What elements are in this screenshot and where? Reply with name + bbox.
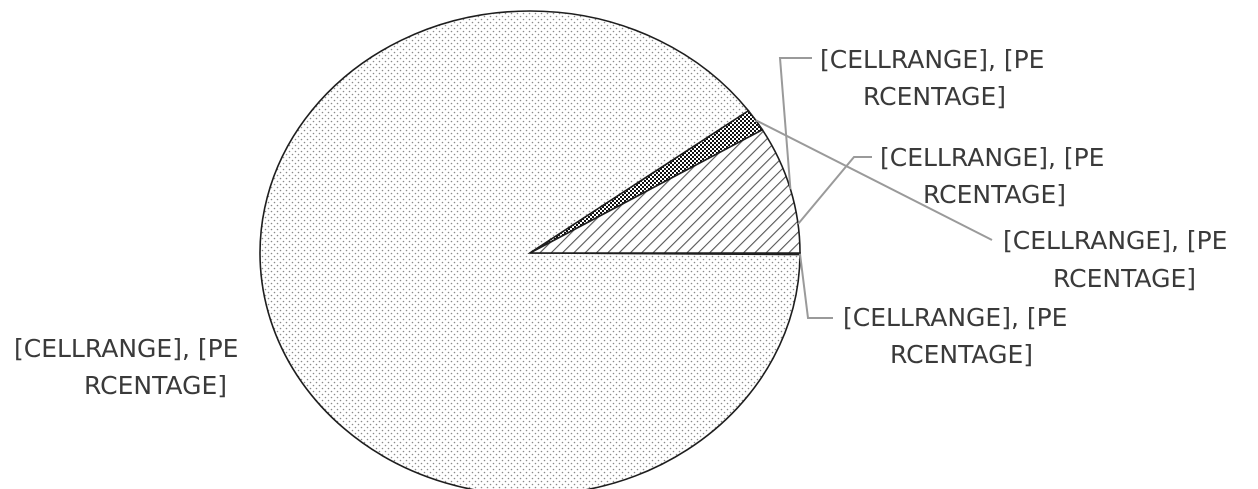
leader-line-hatch-slice-upper	[778, 57, 812, 190]
leader-lines	[755, 57, 993, 319]
data-label-checker-slice: [CELLRANGE], [PE RCENTAGE]	[1003, 226, 1235, 293]
pie-slice-3	[529, 128, 801, 254]
pie-slice-1	[259, 10, 801, 489]
pie-slices	[259, 10, 801, 489]
data-label-large-slice: [CELLRANGE], [PE RCENTAGE]	[14, 334, 246, 400]
leader-line-hatch-slice-lower	[797, 156, 872, 225]
data-labels: [CELLRANGE], [PE RCENTAGE] [CELLRANGE], …	[14, 45, 1235, 400]
data-label-small-slice: [CELLRANGE], [PE RCENTAGE]	[843, 303, 1075, 369]
leader-line-small-slice	[799, 253, 833, 319]
data-label-hatch-slice-upper: [CELLRANGE], [PE RCENTAGE]	[820, 45, 1052, 111]
data-label-hatch-slice-lower: [CELLRANGE], [PE RCENTAGE]	[880, 143, 1112, 209]
leader-line-checker-slice	[755, 119, 993, 241]
